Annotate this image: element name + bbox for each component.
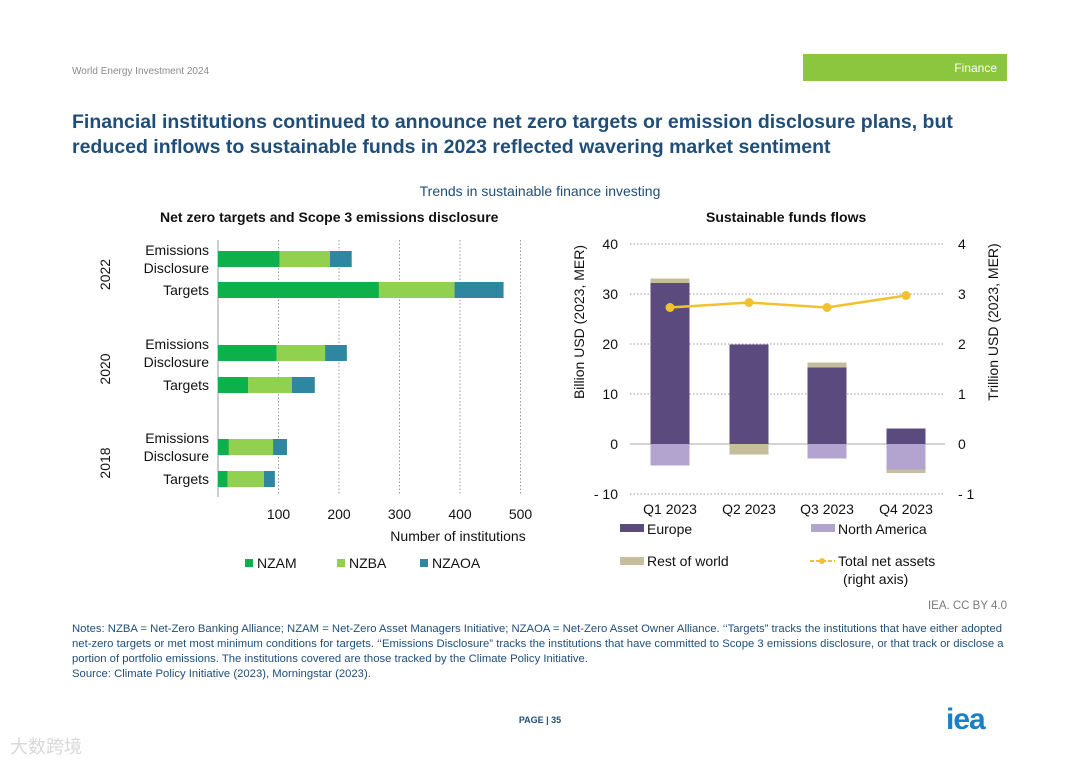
figure-title: Trends in sustainable finance investing	[419, 183, 661, 199]
y-right-tick-label: 4	[958, 236, 966, 252]
y-right-tick-label: - 1	[958, 486, 975, 502]
y-axis-label: Billion USD (2023, MER)	[571, 245, 587, 399]
legend-swatch-rest-of-world	[620, 557, 644, 565]
total-net-assets-point	[665, 303, 675, 312]
y-right-tick-label: 3	[958, 286, 966, 302]
legend-label-rest-of-world: Rest of world	[647, 553, 729, 569]
bar-europe	[729, 344, 769, 444]
y-tick-label: 30	[602, 286, 618, 302]
report-name: World Energy Investment 2024	[72, 66, 210, 77]
category-label: Disclosure	[144, 448, 210, 464]
bar-nzam-2018	[218, 471, 228, 487]
watermark: 大数跨境	[10, 737, 82, 757]
x-tick-label: Q1 2023	[643, 501, 697, 517]
bar-north-america	[886, 444, 926, 470]
x-tick-label: 400	[448, 506, 472, 522]
x-tick-label: Q2 2023	[722, 501, 776, 517]
bar-north-america	[650, 444, 690, 466]
bar-nzba-2018	[228, 439, 274, 455]
notes: Notes: NZBA = Net-Zero Banking Alliance;…	[72, 623, 1004, 665]
y-right-tick-label: 2	[958, 336, 966, 352]
category-label: Emissions	[145, 242, 209, 258]
bar-nzba-2022	[279, 251, 330, 267]
bar-rest-of-world	[650, 278, 690, 283]
x-tick-label: Q3 2023	[800, 501, 854, 517]
bar-nzam-2022	[218, 251, 280, 267]
y-right-tick-label: 1	[958, 386, 966, 402]
license-credit: IEA. CC BY 4.0	[927, 600, 1007, 612]
x-tick-label: 100	[267, 506, 291, 522]
bar-nzaoa-2018	[273, 439, 287, 455]
total-net-assets-point	[744, 298, 754, 307]
bar-rest-of-world	[729, 444, 769, 455]
y-right-tick-label: 0	[958, 436, 966, 452]
category-label: Targets	[163, 282, 209, 298]
bar-nzam-2022	[218, 282, 379, 298]
bar-nzba-2020	[276, 345, 326, 361]
y-right-axis-label: Trillion USD (2023, MER)	[985, 243, 1001, 400]
bar-nzaoa-2018	[263, 471, 275, 487]
y-tick-label: 10	[602, 386, 618, 402]
x-tick-label: 300	[388, 506, 412, 522]
bar-nzam-2020	[218, 377, 249, 393]
bar-europe	[807, 367, 847, 444]
x-axis-label: Number of institutions	[390, 528, 525, 544]
group-label-2022: 2022	[97, 259, 113, 290]
source: Source: Climate Policy Initiative (2023)…	[72, 668, 371, 680]
total-net-assets-point	[901, 291, 911, 300]
bar-nzam-2018	[218, 439, 229, 455]
legend-label-north-america: North America	[838, 521, 927, 537]
iea-logo: iea	[946, 703, 986, 736]
bar-rest-of-world	[807, 362, 847, 368]
y-tick-label: 20	[602, 336, 618, 352]
legend-swatch-north-america	[811, 524, 835, 532]
legend-swatch-europe	[620, 524, 644, 532]
legend-label-nzaoa: NZAOA	[432, 555, 481, 571]
legend-label-europe: Europe	[647, 521, 692, 537]
legend-label-total-net-assets: Total net assets	[838, 553, 935, 569]
bar-nzaoa-2022	[329, 251, 352, 267]
bar-europe	[886, 428, 926, 444]
page-number: PAGE | 35	[518, 715, 562, 725]
page-title: Financial institutions continued to anno…	[72, 111, 953, 158]
category-label: Disclosure	[144, 260, 210, 276]
category-label: Disclosure	[144, 354, 210, 370]
legend-swatch-nzba	[337, 559, 345, 567]
legend-label-right-axis: (right axis)	[843, 571, 908, 587]
bar-nzba-2022	[378, 282, 455, 298]
legend-label-nzba: NZBA	[349, 555, 387, 571]
y-tick-label: - 10	[594, 486, 618, 502]
total-net-assets-line	[669, 294, 907, 309]
left-chart-title: Net zero targets and Scope 3 emissions d…	[160, 209, 499, 225]
bar-nzaoa-2020	[291, 377, 315, 393]
bar-rest-of-world	[886, 469, 926, 473]
bar-nzaoa-2022	[454, 282, 504, 298]
bar-nzaoa-2020	[325, 345, 347, 361]
bar-nzba-2018	[227, 471, 264, 487]
bar-nzam-2020	[218, 345, 277, 361]
legend-marker-total-net-assets	[819, 558, 825, 564]
right-chart-title: Sustainable funds flows	[706, 209, 867, 225]
total-net-assets-point	[822, 303, 832, 312]
y-tick-label: 40	[602, 236, 618, 252]
bar-north-america	[807, 444, 847, 459]
x-tick-label: Q4 2023	[879, 501, 933, 517]
group-label-2020: 2020	[97, 353, 113, 384]
category-label: Emissions	[145, 430, 209, 446]
section-badge: Finance	[803, 54, 1007, 81]
legend-swatch-nzam	[245, 559, 253, 567]
group-label-2018: 2018	[97, 447, 113, 478]
x-tick-label: 500	[509, 506, 533, 522]
legend-label-nzam: NZAM	[257, 555, 297, 571]
category-label: Targets	[163, 471, 209, 487]
x-tick-label: 200	[327, 506, 351, 522]
category-label: Emissions	[145, 336, 209, 352]
category-label: Targets	[163, 377, 209, 393]
y-tick-label: 0	[610, 436, 618, 452]
legend-swatch-nzaoa	[420, 559, 428, 567]
bar-nzba-2020	[248, 377, 292, 393]
